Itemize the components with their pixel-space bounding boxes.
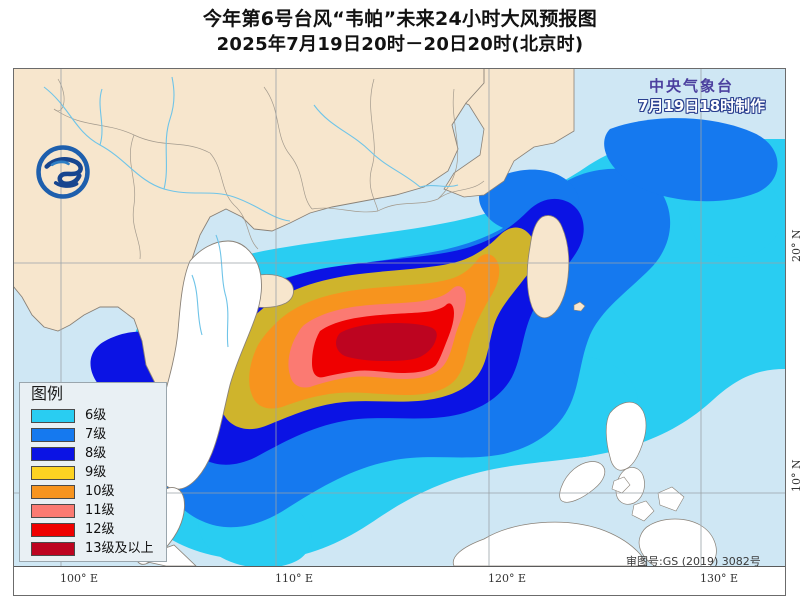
legend-label-3: 9级	[85, 464, 107, 480]
legend-item-6[interactable]: 12级	[31, 520, 166, 539]
legend-swatch-2	[31, 446, 75, 461]
legend-swatch-6	[31, 522, 75, 537]
lon-tick-3: 130° E	[700, 572, 739, 585]
rivers	[43, 76, 459, 348]
landmass-group	[14, 69, 586, 396]
legend-item-2[interactable]: 8级	[31, 444, 166, 463]
legend-label-4: 10级	[85, 483, 115, 499]
legend-rows: 6级 7级 8级 9级 10级 11级 12级 13级及以上	[20, 406, 166, 558]
legend-label-2: 8级	[85, 445, 107, 461]
legend-swatch-5	[31, 503, 75, 518]
title-line-1: 今年第6号台风“韦帕”未来24小时大风预报图	[202, 8, 598, 30]
wind-band-level-13	[336, 323, 437, 361]
legend-label-6: 12级	[85, 521, 115, 537]
graticule	[14, 69, 785, 566]
legend-item-3[interactable]: 9级	[31, 463, 166, 482]
legend-panel[interactable]: 图例 6级 7级 8级 9级 10级 11级 12级 13级及以上	[19, 382, 167, 562]
lon-tick-2: 120° E	[488, 572, 527, 585]
legend-item-1[interactable]: 7级	[31, 425, 166, 444]
legend-item-5[interactable]: 11级	[31, 501, 166, 520]
legend-label-5: 11级	[85, 502, 115, 518]
legend-swatch-0	[31, 408, 75, 423]
legend-swatch-4	[31, 484, 75, 499]
map-graphics	[14, 69, 785, 566]
cma-dragon-logo-icon	[36, 145, 90, 199]
lat-tick-1: 10° N	[790, 459, 800, 492]
lon-tick-0: 100° E	[60, 572, 99, 585]
legend-item-7[interactable]: 13级及以上	[31, 539, 166, 558]
legend-swatch-1	[31, 427, 75, 442]
legend-title: 图例	[31, 384, 64, 403]
legend-swatch-7	[31, 541, 75, 556]
legend-label-1: 7级	[85, 426, 107, 442]
legend-item-0[interactable]: 6级	[31, 406, 166, 425]
legend-item-4[interactable]: 10级	[31, 482, 166, 501]
map-inner	[14, 69, 785, 566]
title-line-2: 2025年7月19日20时－20日20时(北京时)	[216, 34, 584, 55]
legend-label-0: 6级	[85, 407, 107, 423]
page-title: 今年第6号台风“韦帕”未来24小时大风预报图 2025年7月19日20时－20日…	[0, 6, 800, 58]
lat-tick-0: 20° N	[790, 229, 800, 262]
lon-tick-1: 110° E	[275, 572, 314, 585]
legend-swatch-3	[31, 465, 75, 480]
map-canvas[interactable]: 中央气象台 7月19日18时制作 审图号:GS (2019) 3082号 图例 …	[13, 68, 786, 567]
legend-label-7: 13级及以上	[85, 540, 154, 556]
administrative-borders	[53, 78, 485, 260]
